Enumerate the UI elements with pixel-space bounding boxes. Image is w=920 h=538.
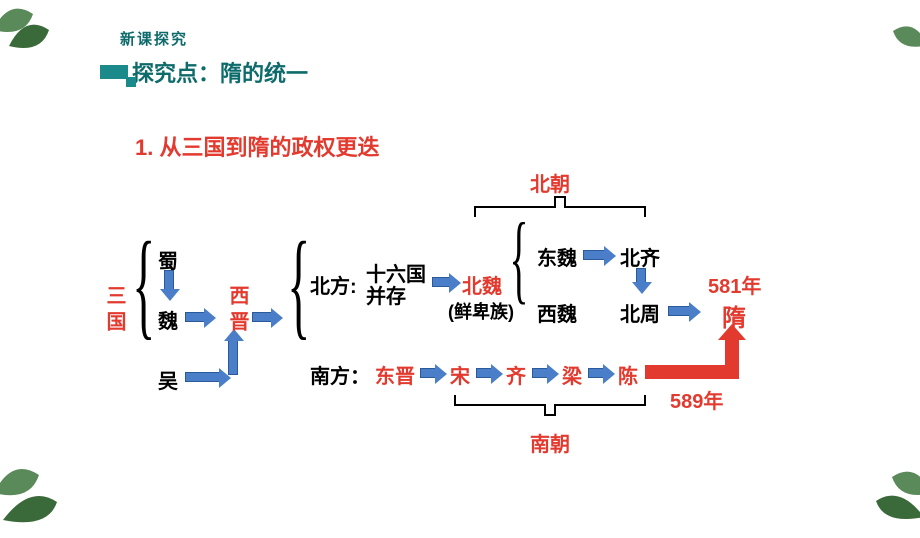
- bracket-bottom-icon: [450, 390, 650, 420]
- node-sanguo: 三国: [100, 285, 129, 337]
- arrow-icon: [588, 368, 604, 378]
- arrow-icon: [476, 368, 492, 378]
- node-wei: 魏: [158, 305, 178, 334]
- arrow-icon: [668, 306, 690, 316]
- node-dongjin: 东晋: [375, 360, 415, 389]
- arrow-icon: [185, 372, 220, 382]
- title-row: 探究点：隋的统一: [100, 56, 308, 88]
- node-south: 南方：: [310, 360, 370, 389]
- arrow-icon: [252, 312, 272, 322]
- section-subtitle: 1. 从三国到隋的政权更迭: [135, 130, 379, 162]
- node-qi: 齐: [506, 360, 526, 389]
- node-liang: 梁: [562, 360, 582, 389]
- bracket-icon: {: [509, 200, 528, 315]
- title-marker-icon: [100, 65, 128, 79]
- node-beizhou: 北周: [620, 298, 660, 327]
- node-dongwei: 东魏: [537, 242, 577, 271]
- node-shiliu2: 并存: [366, 280, 406, 309]
- arrow-icon: [636, 268, 646, 283]
- arrow-icon: [583, 250, 605, 260]
- breadcrumb: 新课探究: [120, 28, 188, 49]
- node-year589: 589年: [670, 385, 723, 414]
- leaf-decoration-icon: [0, 0, 65, 70]
- node-nanchao: 南朝: [530, 428, 570, 457]
- node-beiqi: 北齐: [620, 242, 660, 271]
- node-chen: 陈: [618, 360, 638, 389]
- leaf-decoration-icon: [860, 453, 920, 533]
- bracket-top-icon: [470, 192, 650, 222]
- node-song: 宋: [450, 360, 470, 389]
- bracket-icon: {: [132, 215, 155, 353]
- node-wu: 吴: [158, 365, 178, 394]
- dynasty-diagram: 三国 { 蜀 魏 吴 西晋 { 北方: 南方： 十六国 并存 北魏 (鲜卑族) …: [100, 170, 850, 470]
- arrow-icon: [432, 277, 450, 287]
- node-xiwei: 西魏: [537, 298, 577, 327]
- node-north: 北方:: [310, 270, 357, 299]
- node-xianbei: (鲜卑族): [448, 298, 514, 324]
- node-xijin: 西晋: [223, 285, 252, 337]
- node-year581: 581年: [708, 270, 761, 299]
- arrow-icon: [420, 368, 436, 378]
- node-beiwei: 北魏: [462, 270, 502, 299]
- leaf-decoration-icon: [865, 10, 920, 80]
- leaf-decoration-icon: [0, 448, 75, 538]
- bracket-icon: {: [287, 215, 310, 353]
- red-arrow-icon: [725, 340, 739, 379]
- arrow-icon: [164, 270, 174, 290]
- arrow-icon: [532, 368, 548, 378]
- red-arrow-icon: [645, 365, 735, 379]
- arrow-icon: [185, 312, 205, 322]
- arrow-icon: [228, 340, 238, 375]
- page-title: 探究点：隋的统一: [132, 56, 308, 88]
